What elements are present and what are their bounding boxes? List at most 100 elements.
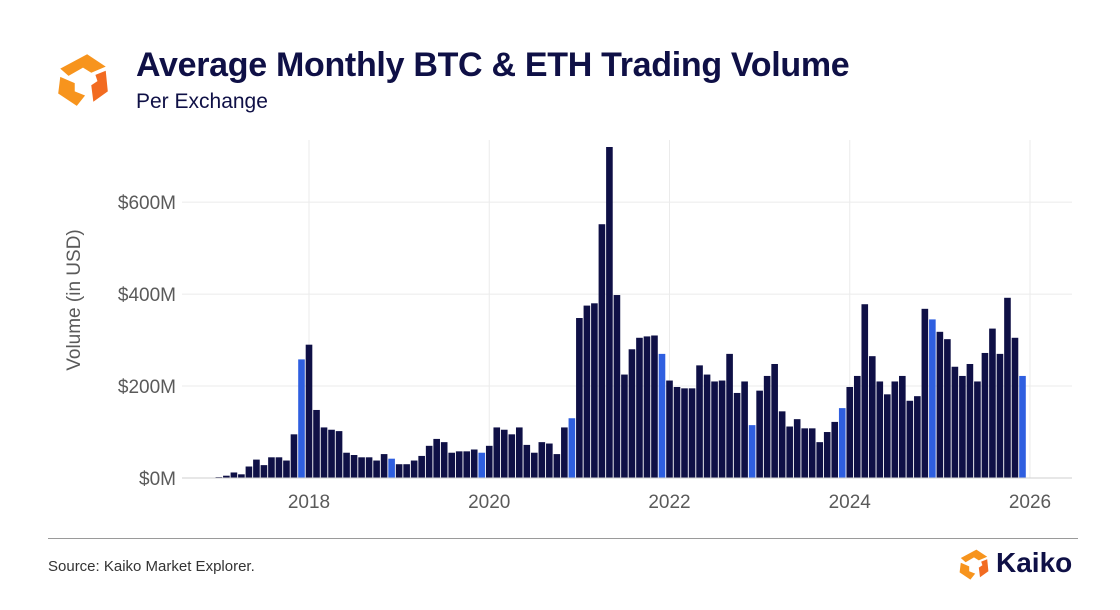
bar — [455, 451, 463, 478]
x-tick-label: 2020 — [468, 492, 510, 513]
bar — [981, 352, 989, 478]
bar — [808, 428, 816, 478]
bar — [320, 427, 328, 478]
bar — [628, 349, 636, 478]
bar — [260, 465, 268, 478]
bar — [823, 432, 831, 478]
bar — [561, 427, 568, 478]
bar — [253, 459, 260, 478]
brand-shape-right — [978, 559, 989, 578]
bar — [568, 418, 576, 478]
bar — [238, 474, 245, 478]
bar — [350, 455, 358, 478]
bar — [944, 339, 951, 478]
bar — [553, 454, 561, 478]
bar — [591, 303, 598, 478]
bar — [929, 319, 936, 478]
bar — [891, 381, 899, 478]
bar — [433, 438, 440, 478]
source-note: Source: Kaiko Market Explorer. — [48, 558, 255, 575]
bar — [343, 452, 350, 478]
bar — [223, 475, 230, 478]
bar — [418, 455, 425, 478]
bar — [748, 425, 756, 478]
axes: $0M $200M $400M $600M 2018 2020 2022 2024 2026 — [118, 193, 1072, 513]
bar — [275, 457, 283, 478]
bar — [410, 460, 418, 478]
bar — [651, 335, 658, 478]
bar — [726, 353, 733, 479]
bar — [380, 454, 388, 478]
bar — [989, 328, 996, 478]
bar — [1011, 337, 1019, 478]
bar — [951, 366, 959, 478]
brand-name: Kaiko — [996, 547, 1073, 578]
bar — [440, 442, 448, 478]
bar — [801, 428, 808, 478]
y-tick-label: $400M — [118, 285, 176, 306]
bar — [838, 408, 846, 478]
y-tick-label: $0M — [139, 469, 176, 490]
bar — [793, 419, 801, 478]
bar — [335, 431, 343, 478]
logo-shape-right — [91, 70, 108, 102]
bar — [853, 375, 861, 478]
bar — [688, 388, 696, 478]
bar — [478, 452, 486, 478]
x-tick-label: 2026 — [1009, 492, 1051, 513]
bar — [884, 394, 891, 478]
bar — [673, 386, 681, 478]
bar — [448, 452, 455, 478]
bars — [215, 147, 1026, 479]
bar — [230, 472, 238, 478]
bar-chart: $0M $200M $400M $600M 2018 2020 2022 2024 2026 V… — [64, 140, 1072, 513]
bar — [403, 464, 410, 478]
bar — [921, 308, 929, 478]
bar — [643, 336, 651, 478]
bar — [245, 466, 253, 478]
logo-shape-top — [60, 54, 106, 76]
kaiko-logo-icon — [58, 54, 108, 106]
bar — [523, 444, 531, 478]
bar — [613, 295, 621, 478]
bar — [358, 457, 365, 478]
bar — [974, 381, 981, 478]
bar — [681, 388, 688, 478]
chart-subtitle: Per Exchange — [136, 90, 268, 113]
x-tick-label: 2018 — [288, 492, 330, 513]
bar — [1019, 375, 1026, 478]
bar — [778, 411, 786, 478]
bar — [906, 400, 914, 478]
bar — [598, 224, 606, 478]
bar — [861, 304, 869, 478]
bar — [365, 457, 373, 478]
bar — [606, 147, 613, 478]
bar — [515, 427, 523, 478]
bar — [816, 442, 824, 478]
bar — [914, 396, 921, 478]
bar — [328, 429, 335, 478]
bar — [395, 464, 403, 478]
bar — [771, 363, 778, 478]
bar — [703, 374, 711, 478]
bar — [936, 331, 944, 478]
bar — [583, 305, 591, 478]
bar — [756, 390, 763, 478]
bar — [470, 449, 478, 478]
bar — [538, 442, 546, 478]
x-tick-label: 2024 — [829, 492, 872, 513]
bar — [876, 381, 884, 478]
bar — [298, 359, 305, 478]
bar — [576, 318, 583, 478]
bar — [531, 452, 538, 478]
bar — [711, 381, 718, 478]
chart-title: Average Monthly BTC & ETH Trading Volume — [136, 46, 850, 84]
bar — [831, 421, 839, 478]
bar — [959, 375, 966, 478]
bar — [696, 365, 703, 478]
bar — [741, 381, 748, 478]
bar — [996, 353, 1004, 479]
bar — [313, 409, 320, 478]
bar — [666, 380, 673, 478]
bar — [733, 392, 741, 478]
